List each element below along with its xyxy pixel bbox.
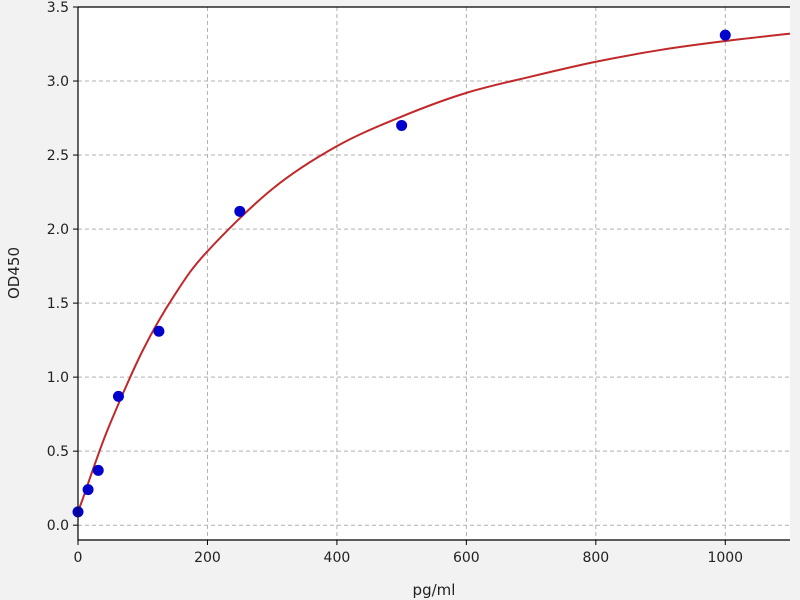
ticks: 0 200 400 600 800 1000 0.0 0.5 1.0 1.5 2.0 2.5 3.0 3.… [47,0,743,566]
data-point [396,119,408,131]
x-tick-label: 400 [324,550,351,566]
grid [78,7,790,540]
marks [72,29,791,518]
y-axis-label: OD450 [5,247,23,299]
fit-curve [77,32,791,513]
data-point [112,390,124,402]
x-tick-label: 800 [582,550,609,566]
y-tick-label: 1.0 [47,370,69,386]
y-tick-label: 2.0 [47,222,69,238]
plot-area [78,7,790,540]
y-tick-label: 0.0 [47,518,69,534]
x-tick-label: 0 [74,550,83,566]
y-tick-label: 3.5 [47,0,69,16]
axes-frame [77,6,790,541]
y-tick-label: 3.0 [47,74,69,90]
data-point [719,29,731,41]
x-tick-label: 600 [453,550,480,566]
data-point [234,205,246,217]
data-point [153,325,165,337]
data-point [82,484,94,496]
y-tick-label: 2.5 [47,148,69,164]
y-tick-label: 0.5 [47,444,69,460]
x-tick-label: 1000 [707,550,743,566]
x-axis-label: pg/ml [413,581,456,599]
y-tick-label: 1.5 [47,296,69,312]
x-tick-label: 200 [194,550,221,566]
data-point [92,464,104,476]
